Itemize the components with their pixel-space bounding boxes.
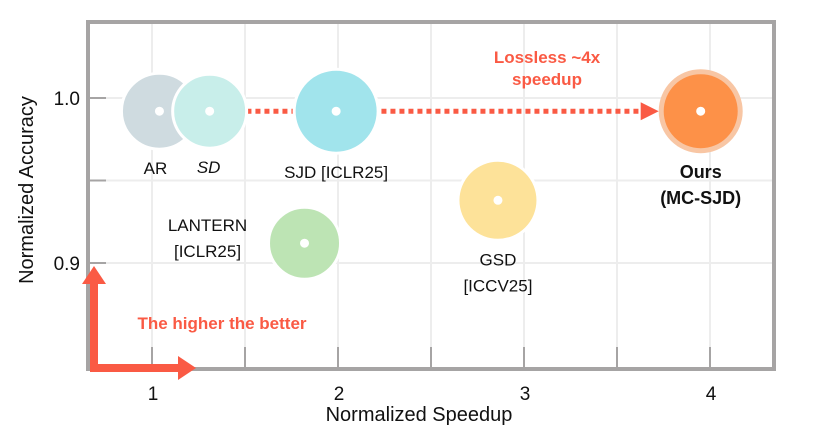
data-point <box>456 158 540 242</box>
x-tick-label: 4 <box>706 384 717 405</box>
data-points <box>119 67 743 281</box>
point-label: GSD [ICCV25] <box>463 250 532 295</box>
annotations: Lossless ~4x speedup The higher the better <box>137 48 600 333</box>
point-label-line: SJD [ICLR25] <box>284 163 388 182</box>
tick-labels: 1 2 3 4 0.9 1.0 <box>54 89 717 405</box>
x-axis-label: Normalized Speedup <box>326 404 513 426</box>
point-label: LANTERN [ICLR25] <box>168 216 247 261</box>
point-label: Ours (MC-SJD) <box>660 162 741 208</box>
y-tick-label: 0.9 <box>54 254 80 275</box>
point-label-line: [ICCV25] <box>463 276 532 295</box>
point-center-dot <box>696 106 706 116</box>
arrow-head <box>640 102 659 121</box>
point-label-line: SD <box>197 158 221 177</box>
data-point <box>171 72 249 150</box>
higher-better-arrow <box>82 266 196 380</box>
annotation-line: speedup <box>512 70 582 89</box>
point-center-dot <box>300 238 310 248</box>
x-tick-label: 2 <box>334 384 345 405</box>
corner-arrow-up-head <box>82 266 106 284</box>
data-point <box>658 69 743 154</box>
point-label-line: GSD <box>480 250 517 269</box>
axis-ticks <box>88 97 711 369</box>
x-tick-label: 1 <box>148 384 159 405</box>
speedup-annotation: Lossless ~4x speedup <box>494 48 601 89</box>
point-label: SJD [ICLR25] <box>284 163 388 182</box>
point-label: SD <box>197 158 221 177</box>
data-point <box>292 67 380 155</box>
point-labels: AR SD SJD [ICLR25] LANTERN [ICLR25] GSD [ICCV2… <box>144 158 742 295</box>
x-tick-label: 3 <box>520 384 531 405</box>
data-point <box>267 205 343 281</box>
point-label-line: Ours <box>680 162 722 182</box>
point-center-dot <box>331 106 341 116</box>
point-label-line: AR <box>144 159 168 178</box>
speedup-arrow <box>165 102 659 121</box>
point-center-dot <box>154 106 164 116</box>
point-label: AR <box>144 159 168 178</box>
y-axis-label: Normalized Accuracy <box>16 96 38 284</box>
higher-better-annotation: The higher the better <box>137 314 306 333</box>
y-tick-label: 1.0 <box>54 89 80 110</box>
point-label-line: [ICLR25] <box>174 242 241 261</box>
annotation-line: Lossless ~4x <box>494 48 601 67</box>
point-label-line: LANTERN <box>168 216 247 235</box>
point-center-dot <box>205 106 215 116</box>
point-center-dot <box>493 195 503 205</box>
corner-arrow-right-head <box>178 356 196 380</box>
point-label-line: (MC-SJD) <box>660 188 741 208</box>
